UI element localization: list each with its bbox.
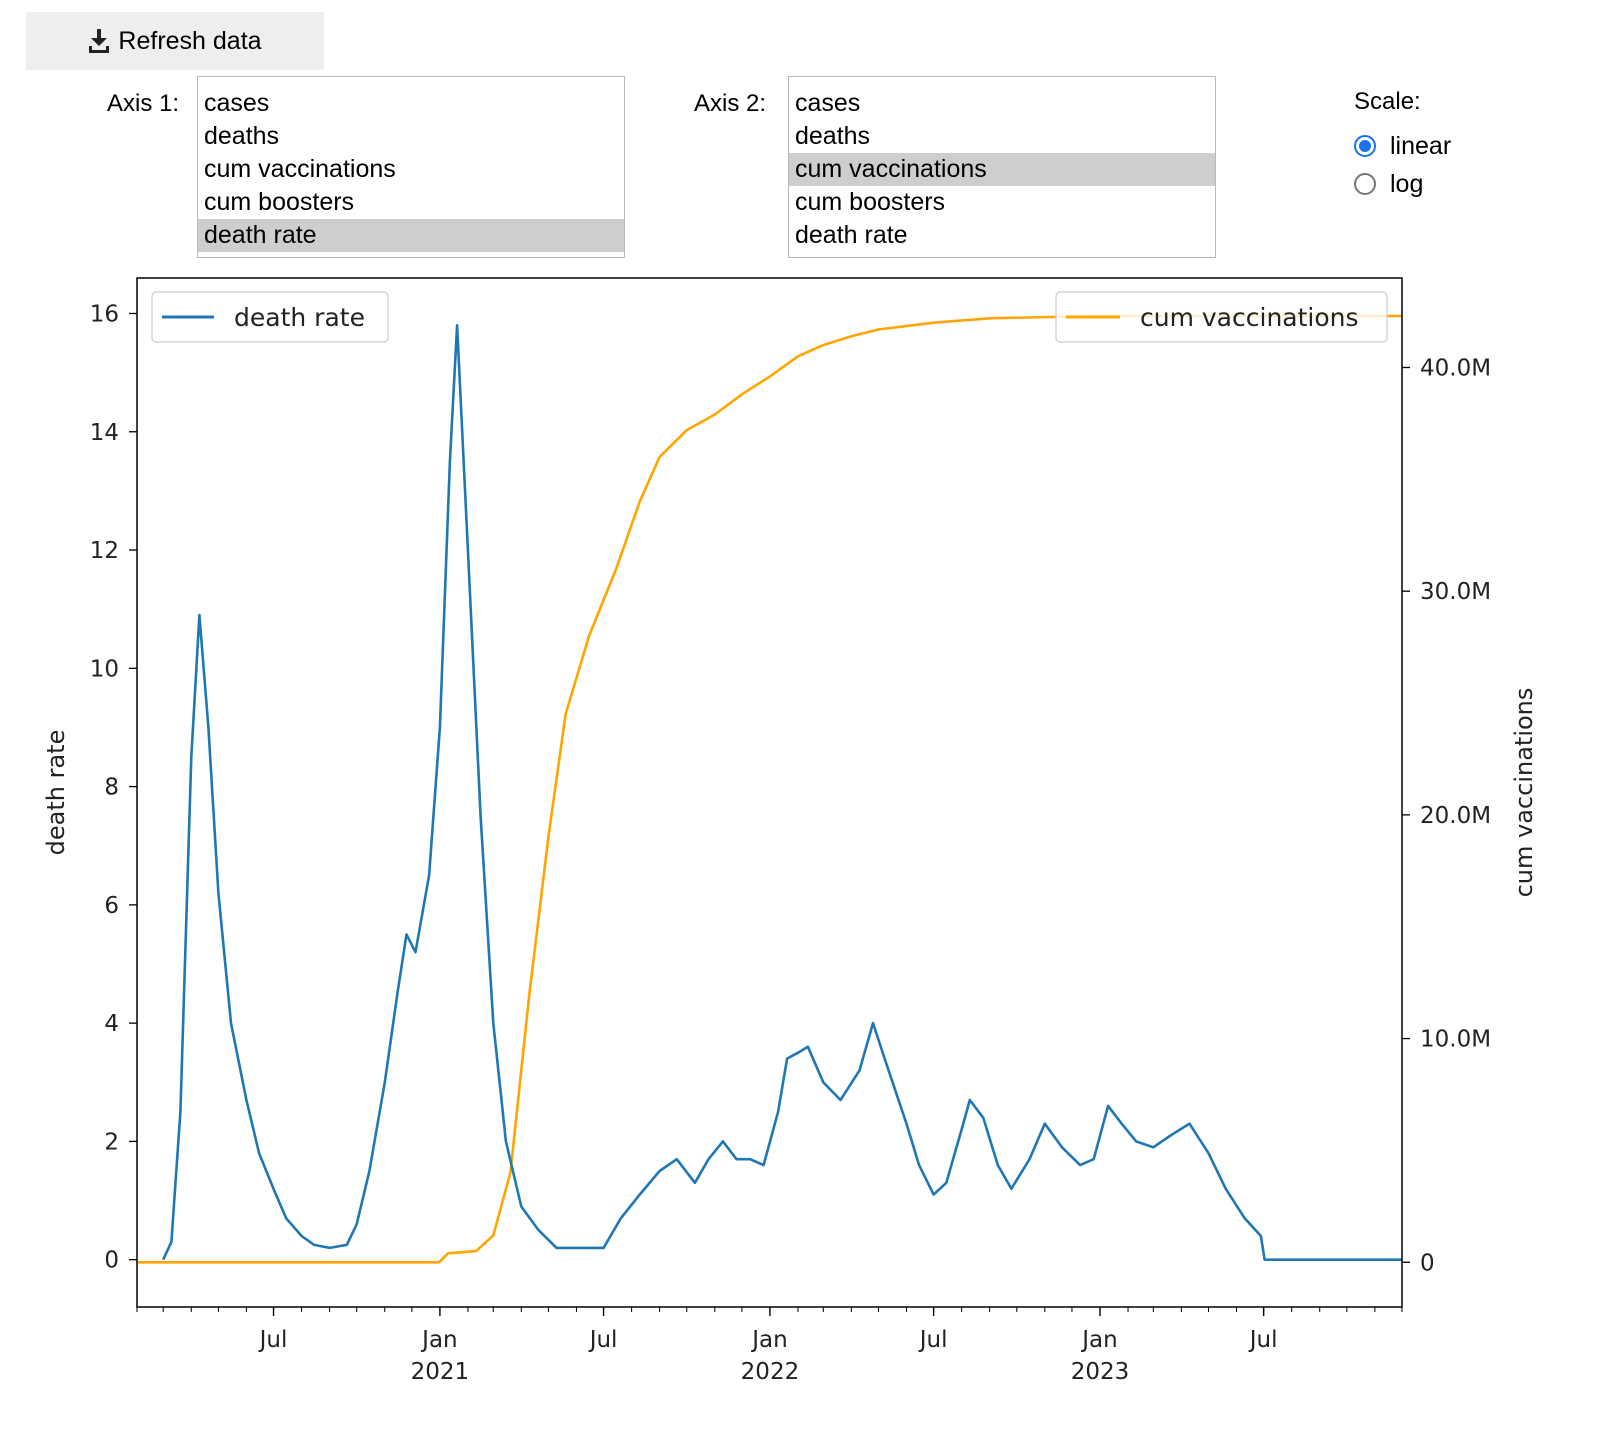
scale-log-label: log (1390, 169, 1424, 198)
radio-log[interactable] (1354, 173, 1376, 195)
x-tick-label: Jul (258, 1327, 288, 1353)
axis2-select[interactable]: cases deaths cum vaccinations cum boosters d… (788, 76, 1216, 258)
y-right-tick-label: 0 (1420, 1250, 1435, 1276)
y-right-tick-label: 40.0M (1420, 355, 1491, 381)
legend-right-label: cum vaccinations (1140, 303, 1359, 332)
axis2-option-cum-vaccinations[interactable]: cum vaccinations (789, 153, 1215, 186)
legend-left-box (151, 291, 389, 343)
y-left-tick-label: 4 (104, 1011, 119, 1037)
download-icon (88, 29, 110, 53)
scale-option-log[interactable]: log (1354, 166, 1423, 202)
radio-linear[interactable] (1354, 135, 1376, 157)
scale-linear-label: linear (1390, 131, 1452, 160)
y-left-tick-label: 6 (104, 893, 119, 919)
y-left-axis-title: death rate (42, 730, 70, 856)
plot-frame (136, 277, 1403, 1308)
axis1-option-death-rate[interactable]: death rate (198, 219, 624, 252)
y-left-tick-label: 10 (90, 656, 119, 682)
axis1-option-cum-boosters[interactable]: cum boosters (204, 188, 355, 216)
scale-label: Scale: (1354, 88, 1421, 115)
y-left-tick-label: 2 (104, 1129, 119, 1155)
x-tick-label: Jul (588, 1327, 618, 1353)
y-left-tick-label: 8 (104, 775, 119, 801)
axis1-option-deaths[interactable]: deaths (204, 122, 280, 150)
y-right-tick-label: 30.0M (1420, 579, 1491, 605)
y-left-tick-label: 16 (90, 301, 119, 327)
axis2-option-cases[interactable]: cases (795, 89, 861, 117)
axis1-option-cases[interactable]: cases (204, 89, 270, 117)
axis2-option-death-rate[interactable]: death rate (795, 221, 908, 249)
series-line-cum-vaccinations (137, 314, 1402, 1264)
scale-option-linear[interactable]: linear (1354, 128, 1451, 164)
y-left-tick-label: 0 (104, 1248, 119, 1274)
refresh-data-label: Refresh data (118, 26, 262, 55)
axis2-label: Axis 2: (694, 90, 767, 117)
y-right-tick-label: 10.0M (1420, 1027, 1491, 1053)
axis1-label: Axis 1: (107, 90, 180, 117)
refresh-data-button[interactable]: Refresh data (26, 12, 324, 70)
axis2-option-cum-boosters[interactable]: cum boosters (795, 188, 946, 216)
series-line-death-rate (162, 323, 1402, 1262)
x-tick-label: Jan (1080, 1327, 1117, 1353)
y-right-tick-label: 20.0M (1420, 803, 1491, 829)
x-tick-year-label: 2022 (741, 1359, 800, 1385)
axis2-option-deaths[interactable]: deaths (795, 122, 871, 150)
legend-left-label: death rate (234, 303, 365, 332)
y-left-tick-label: 12 (90, 538, 119, 564)
x-tick-label: Jan (420, 1327, 457, 1353)
x-tick-label: Jan (750, 1327, 787, 1353)
y-right-axis-title: cum vaccinations (1510, 688, 1538, 898)
x-tick-year-label: 2023 (1071, 1359, 1130, 1385)
axis1-option-cum-vaccinations[interactable]: cum vaccinations (204, 155, 396, 183)
x-tick-year-label: 2021 (411, 1359, 470, 1385)
x-tick-label: Jul (918, 1327, 948, 1353)
dual-axis-chart: 0 2 4 6 8 10 12 14 16 0 10.0M 20.0M 30.0M 40.0M Jul Jan… (42, 277, 1538, 1385)
axis1-select[interactable]: cases deaths cum vaccinations cum boosters d… (197, 76, 625, 258)
legend-right-box (1055, 291, 1388, 343)
x-tick-label: Jul (1248, 1327, 1278, 1353)
y-left-tick-label: 14 (90, 420, 119, 446)
